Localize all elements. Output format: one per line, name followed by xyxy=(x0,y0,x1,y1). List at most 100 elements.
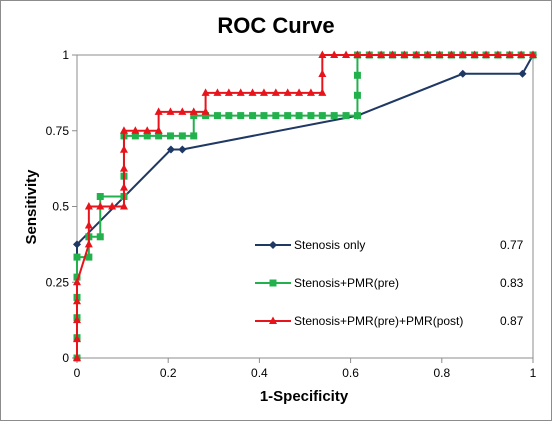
legend-auc-value: 0.87 xyxy=(500,314,524,328)
x-tick-label: 1 xyxy=(530,366,537,380)
data-point xyxy=(259,88,268,96)
x-axis-label: 1-Specificity xyxy=(260,388,349,405)
data-point xyxy=(353,112,361,120)
data-point xyxy=(166,107,175,115)
y-tick-label: 0.25 xyxy=(46,275,70,289)
data-point xyxy=(155,132,163,140)
data-point xyxy=(119,202,128,210)
data-point xyxy=(529,50,537,58)
data-point xyxy=(178,145,187,154)
x-tick-label: 0.2 xyxy=(160,366,177,380)
chart-title: ROC Curve xyxy=(217,13,334,38)
series-line xyxy=(76,54,533,358)
data-point xyxy=(213,112,221,120)
series-line xyxy=(76,54,533,358)
data-point xyxy=(283,88,292,96)
data-point xyxy=(190,112,198,120)
data-point xyxy=(84,239,93,248)
data-point xyxy=(493,50,502,58)
data-point xyxy=(400,50,409,58)
data-point xyxy=(518,69,527,78)
plot-border xyxy=(76,54,534,359)
data-point xyxy=(435,50,444,58)
data-point xyxy=(284,112,292,120)
data-point xyxy=(318,69,327,77)
legend-label: Stenosis+PMR(pre) xyxy=(294,276,399,290)
data-point xyxy=(423,50,432,58)
data-point xyxy=(73,315,81,324)
data-point xyxy=(272,112,280,120)
data-point xyxy=(224,88,233,96)
y-tick-label: 0.5 xyxy=(52,200,69,214)
data-point xyxy=(330,50,339,58)
data-point xyxy=(178,132,186,140)
data-point xyxy=(119,145,128,153)
x-tick-label: 0.4 xyxy=(251,366,268,380)
data-point xyxy=(96,233,104,241)
data-point xyxy=(306,88,315,96)
data-point xyxy=(342,112,350,120)
data-point xyxy=(119,126,128,134)
data-point xyxy=(225,112,233,120)
data-point xyxy=(342,50,351,58)
data-point xyxy=(295,88,304,96)
data-point xyxy=(458,69,467,78)
data-point xyxy=(470,50,479,58)
data-point xyxy=(73,296,81,305)
data-point xyxy=(96,193,104,201)
legend-item: Stenosis+PMR(pre)+PMR(post) 0.87 xyxy=(255,314,524,328)
series-3 xyxy=(73,50,537,361)
data-point xyxy=(307,112,315,120)
legend-item: Stenosis+PMR(pre) 0.83 xyxy=(255,276,524,290)
data-point xyxy=(119,164,128,172)
x-tick-label: 0 xyxy=(74,366,81,380)
data-point xyxy=(202,112,210,120)
data-point xyxy=(73,253,81,261)
data-point xyxy=(447,50,456,58)
legend-marker xyxy=(269,316,277,324)
data-point xyxy=(73,334,81,343)
data-point xyxy=(271,88,280,96)
data-point xyxy=(458,50,467,58)
data-point xyxy=(73,353,81,361)
data-point xyxy=(412,50,421,58)
x-axis-ticks: 0 0.2 0.4 0.6 0.8 1 xyxy=(74,358,537,380)
data-point xyxy=(295,112,303,120)
data-point xyxy=(330,112,338,120)
y-axis-ticks: 0 0.25 0.5 0.75 1 xyxy=(46,48,77,365)
data-point xyxy=(96,202,105,210)
data-point xyxy=(213,88,222,96)
data-point xyxy=(73,277,81,286)
data-point xyxy=(237,112,245,120)
legend-label: Stenosis only xyxy=(294,238,365,252)
data-point xyxy=(178,107,187,115)
plot-area xyxy=(76,54,534,359)
y-tick-label: 1 xyxy=(62,48,69,62)
data-point xyxy=(143,132,151,140)
data-point xyxy=(505,50,514,58)
legend-item: Stenosis only 0.77 xyxy=(255,238,524,252)
series-line xyxy=(76,54,534,358)
y-tick-label: 0.75 xyxy=(46,124,70,138)
data-point xyxy=(73,240,81,249)
data-point xyxy=(143,126,152,134)
data-point xyxy=(365,50,374,58)
data-point xyxy=(482,50,491,58)
data-point xyxy=(318,112,326,120)
y-tick-label: 0 xyxy=(62,351,69,365)
data-point xyxy=(84,202,93,210)
legend-auc-value: 0.83 xyxy=(500,276,524,290)
data-point xyxy=(353,91,361,99)
legend-marker xyxy=(269,279,277,287)
data-point xyxy=(108,202,117,210)
data-point xyxy=(353,50,362,58)
data-point xyxy=(166,145,175,154)
series-layer xyxy=(73,50,537,362)
data-point xyxy=(236,88,245,96)
data-point xyxy=(119,183,128,191)
data-point xyxy=(248,88,257,96)
data-point xyxy=(377,50,386,58)
data-point xyxy=(249,112,257,120)
